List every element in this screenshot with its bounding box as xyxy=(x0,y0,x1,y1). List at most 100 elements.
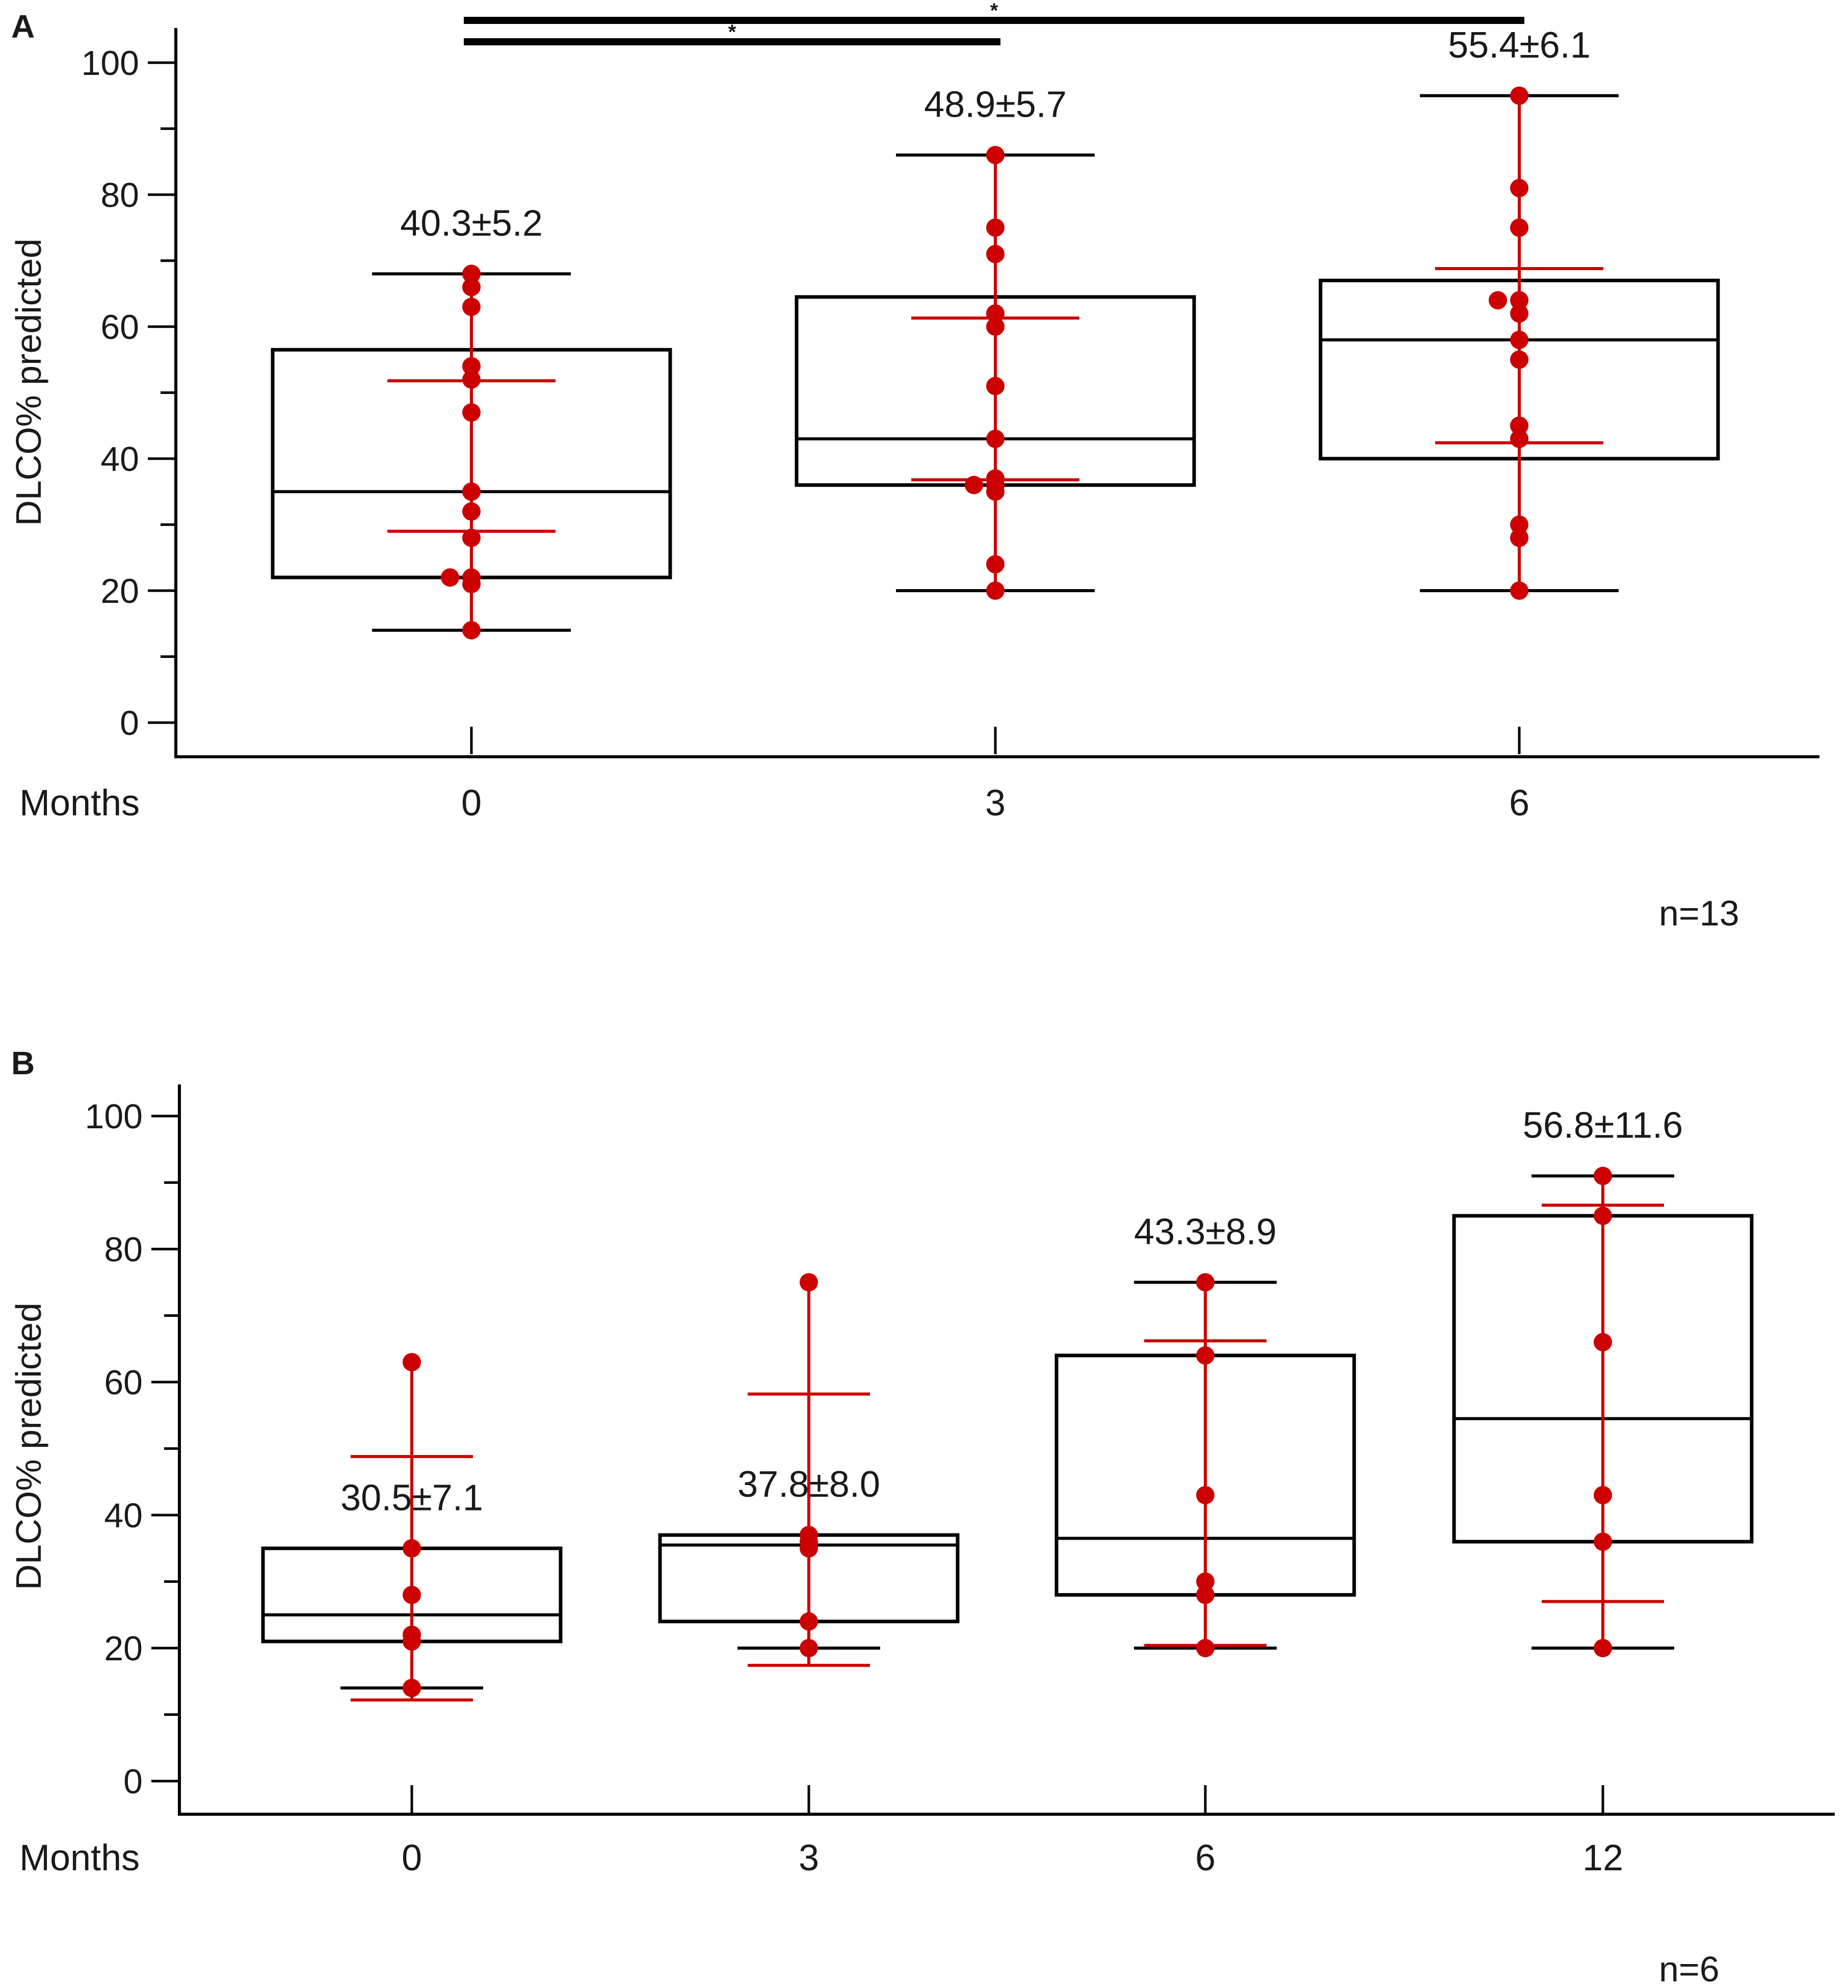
n-label-a: n=13 xyxy=(1659,893,1739,933)
x-tick-label: 0 xyxy=(402,1838,422,1878)
data-point xyxy=(1510,291,1528,310)
x-tick-label: 6 xyxy=(1509,783,1529,824)
data-point xyxy=(800,1612,818,1631)
mean-sd-annotation: 56.8±11.6 xyxy=(1523,1105,1683,1146)
x-tick-label: 6 xyxy=(1195,1838,1216,1878)
data-point xyxy=(1510,528,1528,547)
data-point xyxy=(403,1679,421,1698)
y-tick-label: 100 xyxy=(82,44,139,83)
data-point xyxy=(965,475,983,494)
data-point xyxy=(462,528,481,547)
panel-letter-a: A xyxy=(11,8,35,45)
data-point xyxy=(1489,291,1507,310)
y-tick-label: 100 xyxy=(85,1097,143,1136)
y-tick-label: 20 xyxy=(100,572,139,611)
data-point xyxy=(800,1639,818,1657)
data-point xyxy=(403,1625,421,1644)
y-tick-label: 0 xyxy=(123,1762,143,1801)
data-point xyxy=(986,218,1005,237)
data-point xyxy=(1594,1639,1612,1657)
data-point xyxy=(986,317,1005,336)
x-tick-label: 0 xyxy=(461,783,482,824)
data-point xyxy=(1510,179,1528,198)
n-label-b: n=6 xyxy=(1659,1949,1720,1988)
data-point xyxy=(986,146,1005,165)
data-point xyxy=(1510,430,1528,448)
data-point xyxy=(986,377,1005,395)
data-point xyxy=(462,370,481,389)
data-point xyxy=(1594,1167,1612,1185)
box-group-month-3: 37.8±8.0 xyxy=(658,1273,960,1667)
x-tick-label: 12 xyxy=(1582,1838,1623,1878)
box-group-month-3: 48.9±5.7 xyxy=(795,84,1196,600)
data-point xyxy=(441,568,459,587)
data-point xyxy=(1594,1206,1612,1225)
mean-sd-annotation: 30.5±7.1 xyxy=(340,1477,483,1518)
data-point xyxy=(986,581,1005,600)
x-axis-label-b: Months xyxy=(19,1838,140,1878)
data-point xyxy=(1196,1486,1215,1504)
x-tick-label: 3 xyxy=(799,1838,819,1878)
data-point xyxy=(1594,1532,1612,1551)
data-point xyxy=(462,621,481,640)
y-tick-label: 20 xyxy=(104,1629,143,1668)
data-point xyxy=(986,555,1005,574)
data-point xyxy=(1510,350,1528,369)
data-point xyxy=(1594,1486,1612,1504)
data-point xyxy=(1510,416,1528,435)
panel-letter-b: B xyxy=(11,1045,35,1081)
data-point xyxy=(462,403,481,422)
data-point xyxy=(986,430,1005,448)
y-tick-label: 80 xyxy=(104,1230,143,1269)
box-group-month-6: 43.3±8.9 xyxy=(1054,1211,1356,1657)
y-tick-label: 40 xyxy=(100,440,139,479)
data-point xyxy=(986,469,1005,488)
data-point xyxy=(1510,515,1528,534)
data-point xyxy=(462,357,481,376)
panel-a: A DLCO% predicted Months n=13 0204060801… xyxy=(9,0,1819,933)
y-tick-label: 80 xyxy=(100,176,139,215)
plot-area-a: 0 20 40 60 80 100 0 3 6 40.3±5.2 48.9±5.7 55.4±6.1 *… xyxy=(82,0,1819,824)
data-point xyxy=(1196,1639,1215,1657)
data-point xyxy=(800,1526,818,1545)
data-point xyxy=(403,1539,421,1558)
data-point xyxy=(462,278,481,297)
y-axis-label-b: DLCO% predicted xyxy=(9,1303,48,1590)
data-point xyxy=(1196,1585,1215,1604)
mean-sd-annotation: 40.3±5.2 xyxy=(400,203,543,244)
mean-sd-annotation: 43.3±8.9 xyxy=(1134,1211,1277,1252)
x-axis-label-a: Months xyxy=(19,783,140,824)
mean-sd-annotation: 48.9±5.7 xyxy=(924,84,1067,125)
y-axis-label-a: DLCO% predicted xyxy=(9,238,48,526)
data-point xyxy=(1196,1572,1215,1591)
box-group-month-6: 55.4±6.1 xyxy=(1318,25,1720,600)
data-point xyxy=(1196,1346,1215,1365)
data-point xyxy=(1196,1273,1215,1292)
data-point xyxy=(1510,218,1528,237)
panel-b: B DLCO% predicted Months n=6 02040608010… xyxy=(9,1045,1835,1988)
y-tick-label: 60 xyxy=(104,1363,143,1402)
box-group-month-12: 56.8±11.6 xyxy=(1452,1105,1754,1657)
data-point xyxy=(986,245,1005,263)
data-point xyxy=(462,482,481,501)
data-point xyxy=(462,568,481,587)
data-point xyxy=(462,264,481,283)
significance-marker: * xyxy=(990,0,998,22)
x-tick-label: 3 xyxy=(985,783,1006,824)
data-point xyxy=(462,298,481,316)
mean-sd-annotation: 37.8±8.0 xyxy=(737,1464,880,1505)
data-point xyxy=(403,1353,421,1371)
data-point xyxy=(1510,86,1528,105)
data-point xyxy=(1594,1333,1612,1351)
y-tick-label: 40 xyxy=(104,1496,143,1535)
significance-marker: * xyxy=(728,21,736,43)
data-point xyxy=(800,1273,818,1292)
mean-sd-annotation: 55.4±6.1 xyxy=(1448,25,1591,66)
data-point xyxy=(403,1585,421,1604)
data-point xyxy=(462,502,481,521)
plot-area-b: 0 20 40 60 80 100 0 3 6 12 30.5±7.1 37.8±8.0 43.3±8.… xyxy=(85,1084,1835,1878)
y-tick-label: 0 xyxy=(120,704,139,743)
box-group-month-0: 30.5±7.1 xyxy=(261,1353,563,1702)
data-point xyxy=(986,304,1005,323)
